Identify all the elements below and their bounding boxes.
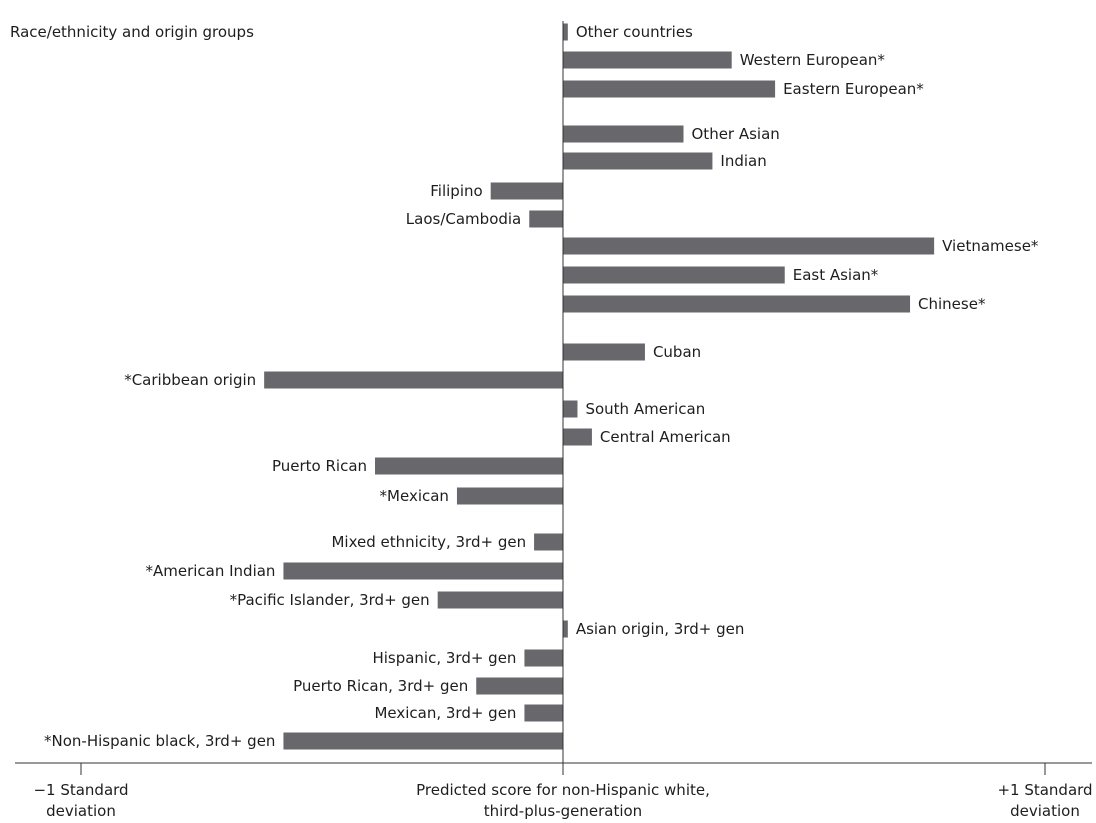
x-tick-label: Predicted score for non-Hispanic white, t… bbox=[416, 781, 710, 820]
bar-label: *Non-Hispanic black, 3rd+ gen bbox=[44, 732, 275, 750]
bar-label: Chinese* bbox=[918, 295, 986, 313]
x-ticks-group: −1 Standard deviation Predicted score for … bbox=[33, 763, 1093, 820]
x-tick-label: −1 Standard deviation bbox=[33, 781, 128, 820]
bars-group bbox=[264, 23, 935, 750]
bar bbox=[563, 343, 645, 361]
bar bbox=[534, 533, 563, 551]
bar-label: *American Indian bbox=[145, 562, 275, 580]
bar bbox=[563, 400, 578, 418]
bar-label: Western European* bbox=[740, 51, 886, 69]
bar-label: Other Asian bbox=[692, 125, 780, 143]
bar bbox=[563, 23, 568, 41]
bar-label: Mixed ethnicity, 3rd+ gen bbox=[331, 533, 526, 551]
bar bbox=[524, 649, 563, 667]
bar bbox=[283, 732, 563, 750]
bar-label: Mexican, 3rd+ gen bbox=[374, 704, 516, 722]
bar-label: *Pacific Islander, 3rd+ gen bbox=[230, 591, 430, 609]
bar bbox=[563, 152, 713, 170]
bar bbox=[490, 182, 563, 200]
bar bbox=[437, 591, 563, 609]
bar bbox=[529, 210, 563, 228]
bar bbox=[476, 677, 563, 695]
bar-label: East Asian* bbox=[793, 266, 879, 284]
bar bbox=[563, 125, 684, 143]
category-labels-group: Other countries Western European* Eastern … bbox=[44, 23, 1039, 750]
bar-label: Puerto Rican, 3rd+ gen bbox=[293, 677, 468, 695]
bar-label: *Mexican bbox=[380, 487, 449, 505]
bar-label: Indian bbox=[720, 152, 766, 170]
bar-label: *Caribbean origin bbox=[124, 371, 256, 389]
bar-label: Hispanic, 3rd+ gen bbox=[372, 649, 516, 667]
bar bbox=[563, 620, 568, 638]
bar bbox=[563, 237, 935, 255]
bar-label: Other countries bbox=[576, 23, 693, 41]
bar-label: Filipino bbox=[430, 182, 482, 200]
bar bbox=[375, 457, 563, 475]
bar bbox=[456, 487, 563, 505]
bar-label: Eastern European* bbox=[783, 80, 924, 98]
x-tick-label: +1 Standard deviation bbox=[997, 781, 1092, 820]
bar bbox=[563, 266, 785, 284]
bar-label: Asian origin, 3rd+ gen bbox=[576, 620, 745, 638]
bar bbox=[524, 704, 563, 722]
bar bbox=[563, 428, 592, 446]
chart-title: Race/ethnicity and origin groups bbox=[10, 23, 254, 41]
bar bbox=[563, 51, 732, 69]
bar bbox=[563, 295, 911, 313]
bar-label: Vietnamese* bbox=[942, 237, 1039, 255]
bar bbox=[563, 80, 776, 98]
bar bbox=[264, 371, 563, 389]
bar bbox=[283, 562, 563, 580]
bar-label: Puerto Rican bbox=[272, 457, 367, 475]
bar-label: South American bbox=[585, 400, 705, 418]
bar-label: Central American bbox=[600, 428, 731, 446]
bar-label: Cuban bbox=[653, 343, 701, 361]
bar-label: Laos/Cambodia bbox=[406, 210, 521, 228]
